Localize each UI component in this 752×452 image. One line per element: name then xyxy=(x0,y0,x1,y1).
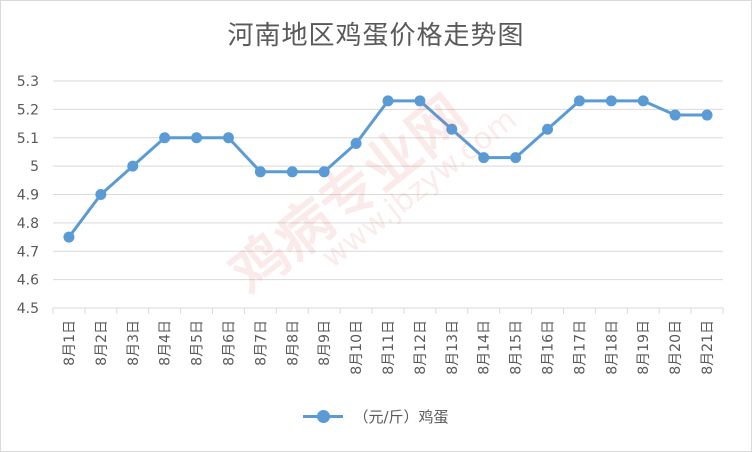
y-tick-label: 4.5 xyxy=(17,301,39,317)
x-tick-label: 8月1日 xyxy=(62,320,78,366)
data-point xyxy=(478,152,490,164)
y-tick-label: 4.6 xyxy=(17,273,39,289)
x-tick-label: 8月21日 xyxy=(700,320,716,375)
data-point xyxy=(446,123,458,135)
data-point xyxy=(191,132,203,144)
x-tick-label: 8月19日 xyxy=(636,320,652,375)
data-point xyxy=(318,166,330,178)
x-tick-label: 8月2日 xyxy=(94,320,110,366)
data-point xyxy=(414,95,426,107)
y-tick-label: 4.7 xyxy=(17,244,39,260)
data-point xyxy=(222,132,234,144)
x-tick-label: 8月16日 xyxy=(541,320,557,375)
y-tick-label: 5 xyxy=(30,159,39,175)
x-tick-label: 8月10日 xyxy=(349,320,365,375)
data-point xyxy=(159,132,171,144)
x-tick-label: 8月12日 xyxy=(413,320,429,375)
x-tick-label: 8月5日 xyxy=(190,320,206,366)
x-tick-label: 8月8日 xyxy=(285,320,301,366)
x-tick-label: 8月14日 xyxy=(477,320,493,375)
x-tick-label: 8月18日 xyxy=(604,320,620,375)
x-tick-label: 8月7日 xyxy=(253,320,269,366)
data-point xyxy=(573,95,585,107)
legend-marker xyxy=(303,410,344,423)
data-point xyxy=(95,189,107,200)
data-point xyxy=(286,166,298,178)
data-point xyxy=(350,137,362,149)
x-tick-label: 8月11日 xyxy=(381,320,397,375)
series-line xyxy=(67,99,708,238)
x-tick-label: 8月4日 xyxy=(158,320,174,366)
x-tick-label: 8月3日 xyxy=(126,320,142,366)
data-point xyxy=(542,123,554,135)
data-point xyxy=(510,152,522,164)
data-point xyxy=(637,95,649,107)
x-tick-label: 8月6日 xyxy=(221,320,237,366)
data-point xyxy=(382,95,394,107)
x-tick-label: 8月15日 xyxy=(509,320,525,375)
data-point xyxy=(701,109,713,121)
y-tick-label: 4.8 xyxy=(17,216,39,232)
x-tick-label: 8月9日 xyxy=(317,320,333,366)
data-point xyxy=(127,160,139,172)
data-point xyxy=(669,109,681,121)
x-tick-label: 8月20日 xyxy=(668,320,684,375)
data-point xyxy=(63,231,75,243)
legend: （元/斤）鸡蛋 xyxy=(1,406,751,427)
chart-title: 河南地区鸡蛋价格走势图 xyxy=(227,21,525,51)
x-tick-label: 8月13日 xyxy=(445,320,461,375)
y-tick-label: 5.2 xyxy=(17,102,39,118)
y-tick-label: 4.9 xyxy=(17,188,39,204)
data-point xyxy=(605,95,617,107)
data-point xyxy=(254,166,266,178)
y-tick-label: 5.1 xyxy=(17,131,39,147)
x-tick-label: 8月17日 xyxy=(572,320,588,375)
legend-label: （元/斤）鸡蛋 xyxy=(353,408,449,426)
y-tick-label: 5.3 xyxy=(17,74,39,90)
